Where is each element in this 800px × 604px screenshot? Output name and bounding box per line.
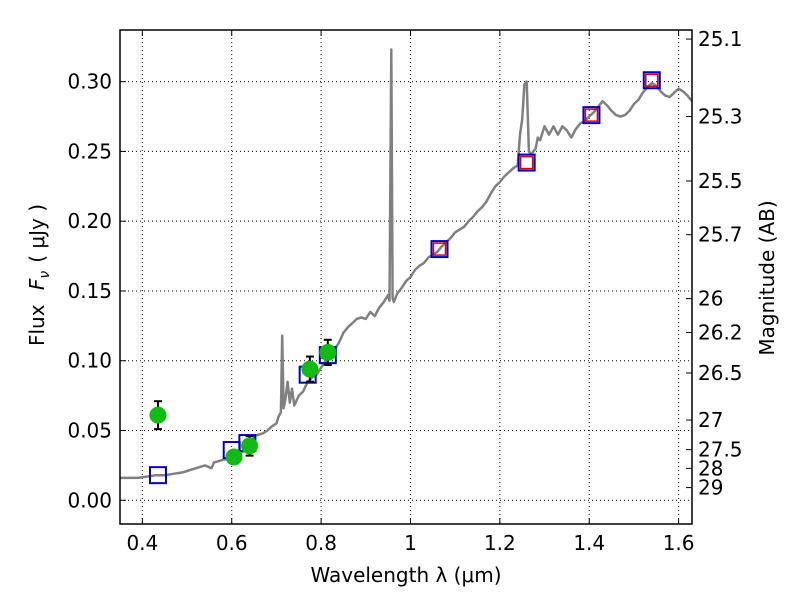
right-tick-label: 25.7 — [698, 223, 743, 247]
right-tick-label: 27 — [698, 408, 723, 432]
model-photometry-square — [582, 106, 601, 125]
y-label-unit: ( μJy ) — [25, 204, 49, 263]
ticks: 0.4 0.6 0.8 1 1.2 1.4 1.6 0.00 0.05 0.10 0.15 0.20 0… — [67, 27, 742, 555]
svg-text:Flux Fν( μJy ): Flux Fν ( μJy ) — [25, 204, 53, 346]
y-tick-label: 0.10 — [67, 349, 112, 373]
y-axis-label-right: Magnitude (AB) — [755, 200, 779, 355]
x-tick-label: 0.4 — [126, 531, 158, 555]
right-tick-label: 25.1 — [698, 27, 743, 51]
observed-upper-square — [584, 108, 599, 122]
observed-upper-square — [432, 242, 447, 256]
y-label-prefix: Flux — [25, 304, 49, 346]
y-tick-label: 0.20 — [67, 209, 112, 233]
y-label-subscript: ν — [37, 271, 53, 279]
model-photometry-square — [642, 71, 661, 90]
observed-photometry-point — [225, 448, 243, 466]
right-tick-label: 26.5 — [698, 361, 743, 385]
observed-photometry-point — [241, 437, 259, 455]
y-axis-label-left: Flux Fν ( μJy ) — [25, 204, 53, 346]
right-tick-label: 25.3 — [698, 105, 743, 129]
y-tick-label: 0.05 — [67, 419, 112, 443]
y-tick-label: 0.15 — [67, 279, 112, 303]
right-tick-label: 26.2 — [698, 321, 743, 345]
y-tick-label: 0.30 — [67, 70, 112, 94]
observed-upper-square — [519, 155, 534, 170]
plot-frame — [119, 29, 693, 525]
y-tick-label: 0.00 — [67, 488, 112, 512]
right-tick-label: 26 — [698, 287, 723, 311]
x-tick-label: 0.8 — [305, 531, 337, 555]
right-tick-label: 28 — [698, 456, 723, 480]
right-tick-label: 27.5 — [698, 438, 743, 462]
x-tick-label: 1.6 — [663, 531, 695, 555]
y-label-symbol: F — [25, 278, 49, 290]
y-tick-label: 0.25 — [67, 139, 112, 163]
x-tick-label: 1.4 — [573, 531, 605, 555]
observed-upper-square — [645, 73, 659, 87]
model-photometry-square — [430, 240, 449, 259]
plot-area — [120, 48, 692, 485]
right-tick-label: 25.5 — [698, 169, 743, 193]
grid-lines — [120, 30, 692, 524]
observed-photometry-point — [149, 406, 167, 424]
model-photometry-square — [148, 466, 167, 485]
x-axis-label: Wavelength λ (μm) — [310, 563, 501, 587]
observed-photometry-point — [319, 343, 337, 361]
x-tick-label: 0.6 — [216, 531, 248, 555]
x-tick-label: 1 — [404, 531, 417, 555]
x-tick-label: 1.2 — [484, 531, 516, 555]
right-tick-label: 29 — [698, 476, 723, 500]
observed-photometry-point — [301, 360, 319, 378]
model-photometry-square — [517, 153, 536, 172]
